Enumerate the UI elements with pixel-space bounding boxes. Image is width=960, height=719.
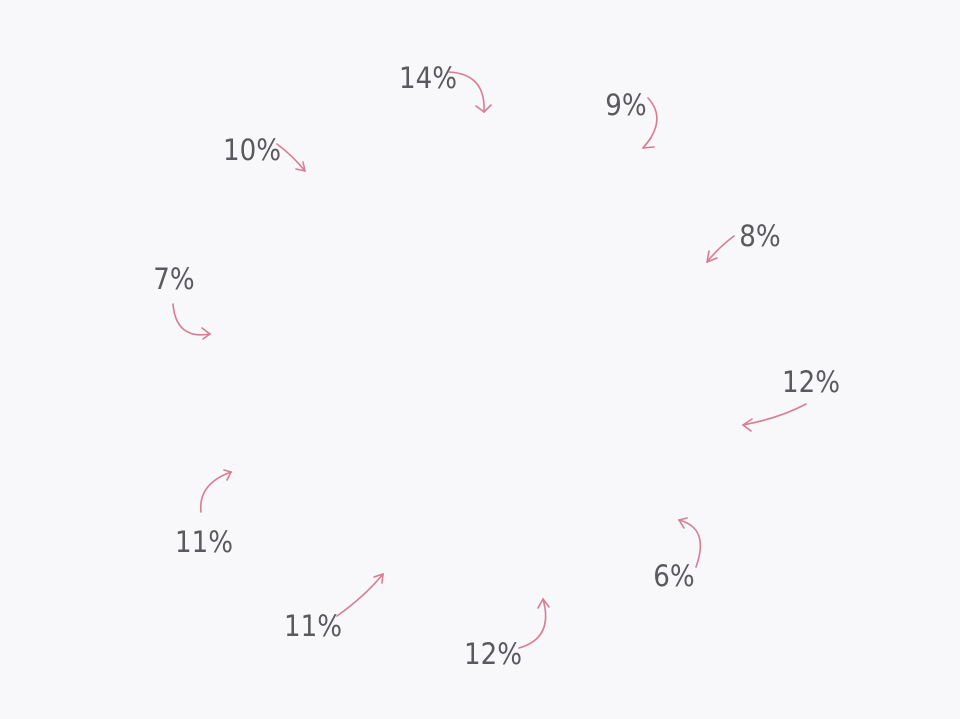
slice-label-3: 8% <box>739 219 780 253</box>
slice-label-1: 14% <box>399 61 457 95</box>
slice-arrow-4 <box>742 403 807 432</box>
slice-arrow-7 <box>336 573 384 617</box>
slice-callout-arrows <box>172 71 807 649</box>
slice-label-7: 11% <box>284 609 342 643</box>
slice-label-9: 7% <box>153 262 194 296</box>
slice-arrow-3 <box>706 235 735 263</box>
slice-labels: 14% 9% 8% 12% 6% 12% 11% 11% 7% 10% <box>153 61 840 671</box>
slice-label-6: 12% <box>464 637 522 671</box>
slice-label-8: 11% <box>175 525 233 559</box>
slice-arrow-1 <box>448 71 492 113</box>
slice-arrow-2 <box>642 97 658 149</box>
slice-label-5: 6% <box>653 559 694 593</box>
slice-arrow-6 <box>518 598 550 649</box>
slice-arrow-9 <box>172 303 211 340</box>
slice-label-10: 10% <box>223 133 281 167</box>
slice-arrow-8 <box>200 469 232 513</box>
slice-label-2: 9% <box>605 88 646 122</box>
slice-arrow-5 <box>678 517 702 568</box>
slice-arrow-10 <box>276 143 306 172</box>
slice-label-4: 12% <box>782 365 840 399</box>
